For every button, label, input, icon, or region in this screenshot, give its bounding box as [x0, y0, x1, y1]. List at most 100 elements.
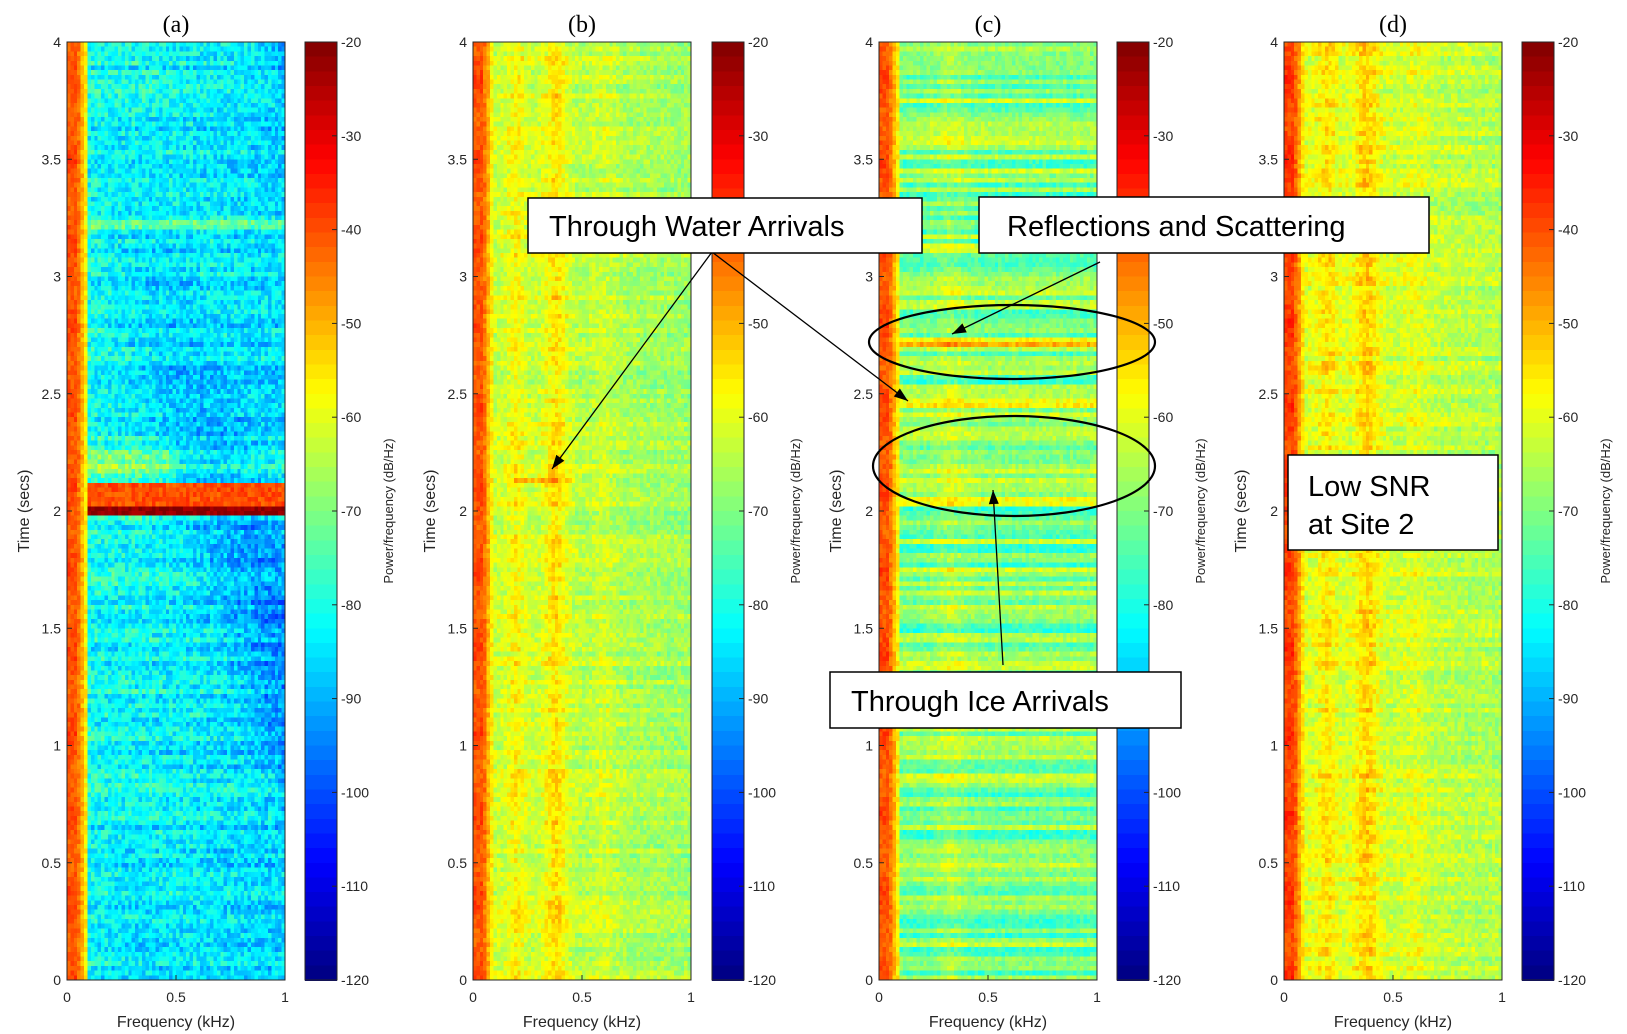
heatmap-cell	[155, 393, 160, 400]
heatmap-cell	[176, 145, 181, 151]
heatmap-cell	[216, 46, 221, 52]
heatmap-cell	[141, 117, 146, 123]
heatmap-cell	[138, 224, 143, 231]
heatmap-cell	[77, 370, 82, 376]
heatmap-cell	[213, 79, 218, 85]
heatmap-cell	[121, 93, 126, 99]
heatmap-cell	[162, 140, 167, 146]
heatmap-cell	[73, 234, 78, 240]
heatmap-cell	[148, 145, 153, 151]
heatmap-cell	[216, 238, 221, 245]
heatmap-cell	[240, 379, 245, 385]
heatmap-cell	[227, 210, 232, 217]
heatmap-cell	[244, 93, 249, 99]
heatmap-cell	[124, 285, 129, 292]
heatmap-cell	[158, 140, 163, 146]
heatmap-cell	[264, 135, 269, 142]
heatmap-cell	[97, 238, 102, 245]
heatmap-cell	[213, 271, 218, 278]
heatmap-cell	[230, 384, 235, 390]
heatmap-cell	[111, 389, 116, 395]
heatmap-cell	[267, 159, 272, 165]
heatmap-cell	[206, 224, 211, 231]
heatmap-cell	[193, 126, 198, 132]
heatmap-cell	[244, 323, 249, 329]
heatmap-cell	[77, 98, 82, 104]
heatmap-cell	[237, 145, 242, 151]
heatmap-cell	[176, 351, 181, 357]
heatmap-cell	[152, 257, 157, 264]
heatmap-cell	[281, 253, 286, 259]
heatmap-cell	[67, 56, 72, 62]
heatmap-cell	[237, 74, 242, 81]
heatmap-cell	[152, 88, 157, 95]
heatmap-cell	[84, 74, 89, 81]
heatmap-cell	[104, 98, 109, 104]
heatmap-cell	[70, 281, 75, 287]
heatmap-cell	[121, 84, 126, 90]
heatmap-cell	[131, 257, 136, 264]
heatmap-cell	[101, 145, 106, 151]
heatmap-cell	[244, 84, 249, 90]
heatmap-cell	[77, 46, 82, 52]
heatmap-cell	[189, 145, 194, 151]
heatmap-cell	[145, 149, 150, 156]
heatmap-cell	[145, 117, 150, 123]
heatmap-cell	[278, 318, 283, 324]
heatmap-cell	[213, 196, 218, 203]
heatmap-cell	[141, 149, 146, 156]
heatmap-cell	[271, 206, 276, 212]
heatmap-cell	[152, 253, 157, 259]
heatmap-cell	[77, 88, 82, 95]
heatmap-cell	[278, 98, 283, 104]
heatmap-cell	[121, 224, 126, 231]
heatmap-cell	[199, 178, 204, 184]
heatmap-cell	[186, 117, 191, 123]
heatmap-cell	[94, 389, 99, 395]
heatmap-cell	[77, 346, 82, 353]
heatmap-cell	[244, 98, 249, 104]
heatmap-cell	[233, 135, 238, 142]
heatmap-cell	[267, 107, 272, 113]
heatmap-cell	[267, 299, 272, 306]
heatmap-cell	[227, 121, 232, 128]
heatmap-cell	[135, 360, 140, 367]
heatmap-cell	[233, 121, 238, 128]
heatmap-cell	[121, 234, 126, 240]
heatmap-cell	[77, 304, 82, 310]
heatmap-cell	[84, 389, 89, 395]
heatmap-cell	[107, 318, 112, 324]
heatmap-cell	[107, 102, 112, 109]
heatmap-cell	[189, 299, 194, 306]
heatmap-cell	[138, 253, 143, 259]
heatmap-cell	[196, 257, 201, 264]
heatmap-cell	[237, 196, 242, 203]
heatmap-cell	[90, 318, 95, 324]
heatmap-cell	[155, 314, 160, 320]
heatmap-cell	[97, 262, 102, 268]
heatmap-cell	[250, 51, 255, 57]
heatmap-cell	[223, 93, 228, 99]
heatmap-cell	[135, 262, 140, 268]
heatmap-cell	[138, 131, 143, 137]
heatmap-cell	[216, 290, 221, 296]
heatmap-cell	[101, 318, 106, 324]
heatmap-cell	[193, 192, 198, 198]
heatmap-cell	[193, 145, 198, 151]
heatmap-cell	[199, 46, 204, 52]
heatmap-cell	[233, 220, 238, 226]
heatmap-cell	[145, 248, 150, 254]
heatmap-cell	[111, 346, 116, 353]
heatmap-cell	[213, 70, 218, 76]
heatmap-cell	[73, 332, 78, 339]
heatmap-cell	[172, 126, 177, 132]
heatmap-cell	[158, 290, 163, 296]
heatmap-cell	[247, 220, 252, 226]
heatmap-cell	[158, 360, 163, 367]
heatmap-cell	[138, 187, 143, 193]
heatmap-cell	[104, 299, 109, 306]
heatmap-cell	[223, 346, 228, 353]
heatmap-cell	[186, 121, 191, 128]
heatmap-cell	[138, 248, 143, 254]
heatmap-cell	[264, 84, 269, 90]
